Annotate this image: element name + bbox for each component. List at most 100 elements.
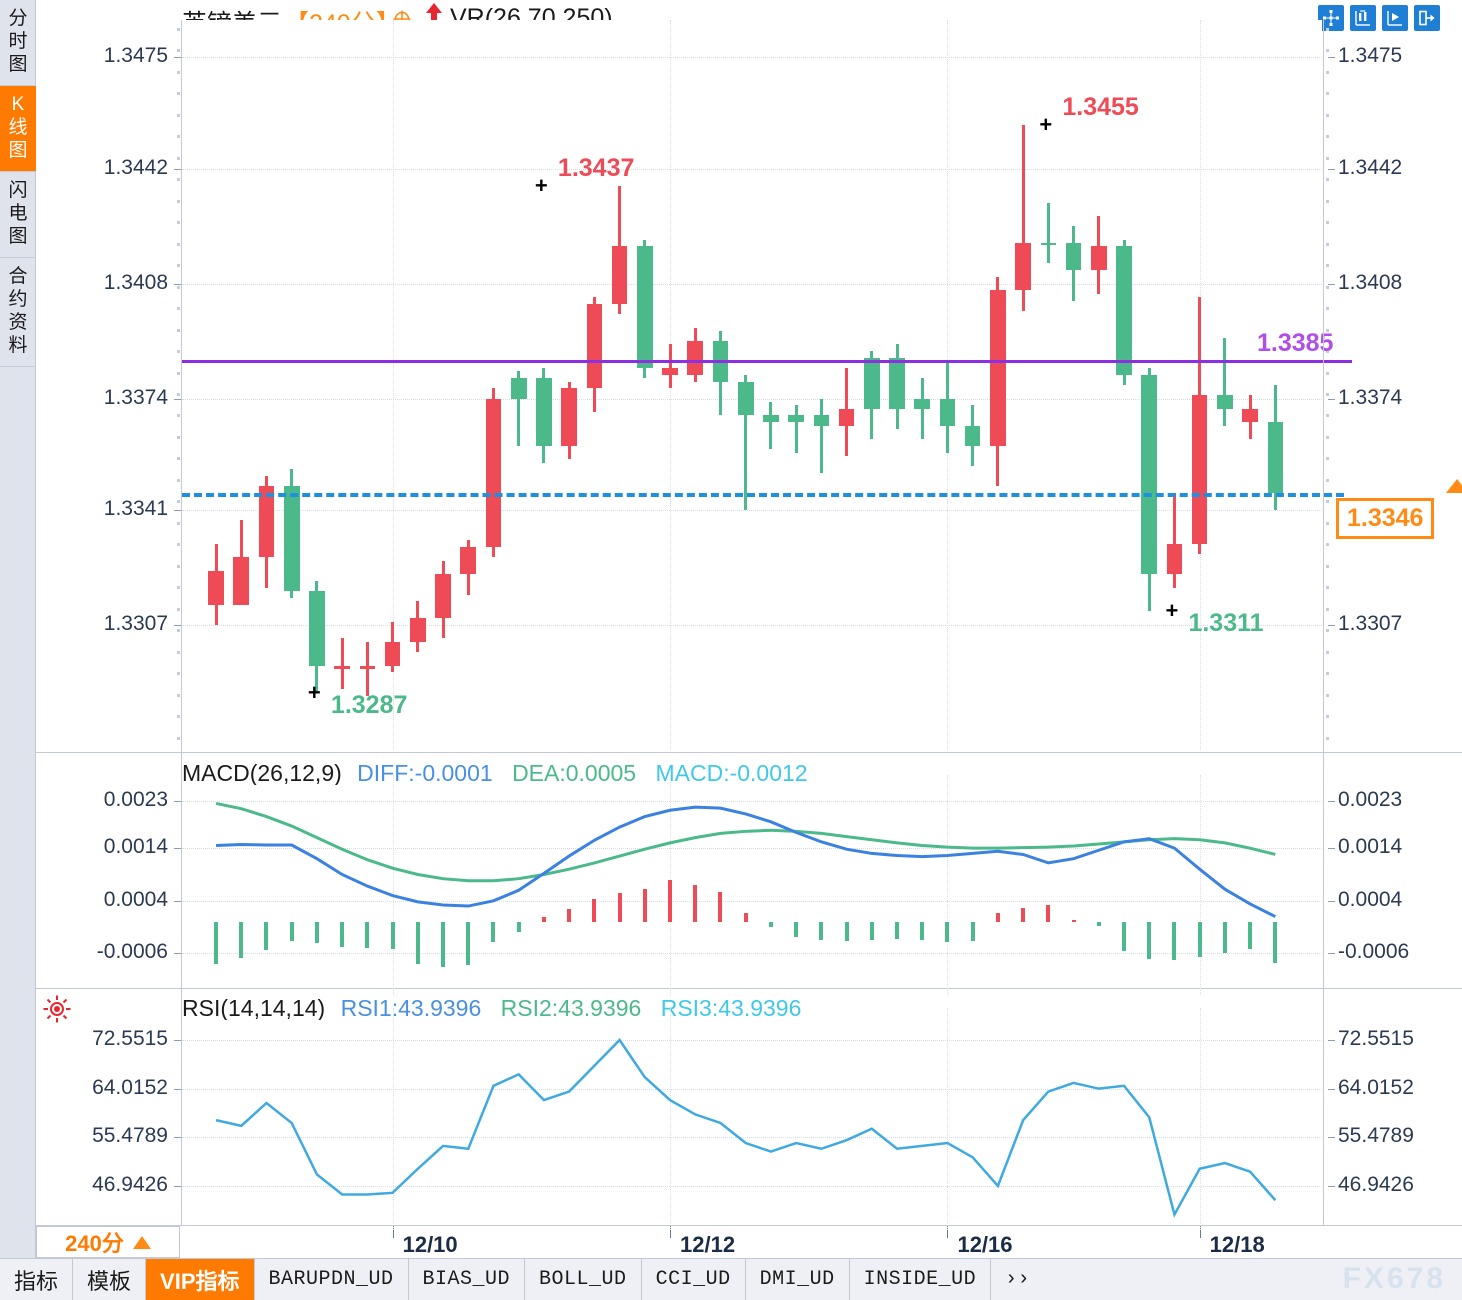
candle-body[interactable]: [384, 641, 401, 666]
bottom-tab-indicators[interactable]: 指标: [0, 1259, 74, 1300]
candle-body[interactable]: [964, 425, 981, 446]
candle-body[interactable]: [460, 547, 477, 575]
sidebar-item-contract-info[interactable]: 合约资料: [0, 258, 36, 367]
exit-fullscreen-icon[interactable]: [1414, 5, 1440, 31]
macd-axis-label-left: 0.0004: [103, 887, 168, 911]
plot-left-border: [181, 20, 182, 1225]
candle-body[interactable]: [1267, 422, 1284, 494]
level-line[interactable]: [182, 360, 1352, 364]
rsi-axis-label-left: 46.9426: [92, 1173, 168, 1197]
macd-vgridline: [1199, 775, 1201, 995]
candle-body[interactable]: [1040, 243, 1057, 246]
axis-minor-tick: [1326, 28, 1329, 31]
price-axis-tick: [174, 398, 181, 400]
macd-vgridline: [392, 775, 394, 995]
candle-body[interactable]: [359, 665, 376, 669]
rsi-vgridline: [670, 1008, 672, 1230]
sidebar-item-timeline[interactable]: 分时图: [0, 0, 36, 86]
candle-body[interactable]: [687, 341, 704, 375]
axis-minor-tick: [177, 478, 180, 482]
candle-body[interactable]: [283, 486, 300, 592]
candle-body[interactable]: [410, 618, 426, 642]
bottom-toolbar[interactable]: 指标 模板 VIP指标 BARUPDN_UD BIAS_UD BOLL_UD CCI_UD D…: [0, 1258, 1462, 1300]
candle-body[interactable]: [1217, 395, 1233, 409]
bottom-tab-more[interactable]: ››: [1005, 1268, 1031, 1291]
chart-area[interactable]: 英镑美元 【240分】 VR(26,70,250): [36, 0, 1462, 1258]
rsi-axis-label-left: 55.4789: [92, 1124, 168, 1148]
rsi-vgridline: [1199, 1008, 1201, 1230]
macd-histogram-bar: [415, 921, 420, 964]
candle-body[interactable]: [334, 665, 350, 669]
bottom-tab-barupdn[interactable]: BARUPDN_UD: [255, 1259, 409, 1300]
axis-minor-tick: [177, 521, 180, 525]
high-price-label: 1.3455: [1062, 92, 1139, 121]
rsi1-value: RSI1:43.9396: [340, 995, 482, 1021]
candle-body[interactable]: [763, 415, 779, 423]
price-gridline: [182, 168, 1322, 170]
last-price-tag[interactable]: 1.3346: [1336, 498, 1435, 540]
candle-body[interactable]: [536, 378, 552, 446]
candle-body[interactable]: [990, 290, 1006, 446]
price-axis-tick: [174, 57, 181, 59]
bottom-tab-cci[interactable]: CCI_UD: [642, 1259, 746, 1300]
candle-body[interactable]: [561, 388, 577, 446]
candle-body[interactable]: [1141, 374, 1158, 575]
candle-body[interactable]: [233, 557, 250, 605]
candle-body[interactable]: [258, 486, 275, 558]
bottom-tab-inside[interactable]: INSIDE_UD: [850, 1259, 992, 1300]
move-crosshair-icon[interactable]: [1318, 5, 1344, 31]
axis-minor-tick: [177, 457, 180, 461]
bottom-tab-dmi[interactable]: DMI_UD: [746, 1259, 850, 1300]
macd-vgridline: [947, 775, 949, 995]
candle-body[interactable]: [485, 398, 502, 548]
chart-zoom-icon[interactable]: [1382, 5, 1408, 31]
axis-minor-tick: [177, 629, 180, 633]
sidebar-item-lightning[interactable]: 闪电图: [0, 172, 36, 258]
candle-body[interactable]: [1166, 543, 1183, 575]
bottom-tab-boll[interactable]: BOLL_UD: [525, 1259, 642, 1300]
high-cross-marker: +: [534, 172, 548, 198]
candle-body[interactable]: [1242, 408, 1258, 423]
bottom-tab-bias[interactable]: BIAS_UD: [409, 1259, 526, 1300]
candle-body[interactable]: [510, 378, 527, 399]
candle-body[interactable]: [1116, 246, 1132, 375]
red-up-arrow-icon[interactable]: [424, 2, 444, 33]
rsi-panel[interactable]: RSI(14,14,14) RSI1:43.9396 RSI2:43.9396 …: [36, 990, 1462, 1226]
axis-minor-tick: [1326, 393, 1329, 396]
candle-body[interactable]: [586, 303, 603, 389]
price-axis-label-right: 1.3307: [1338, 611, 1403, 635]
rsi-plot[interactable]: [182, 1020, 1322, 1226]
rsi-title-row: RSI(14,14,14) RSI1:43.9396 RSI2:43.9396 …: [182, 995, 801, 1022]
candle-body[interactable]: [1015, 243, 1031, 291]
candle-body[interactable]: [208, 570, 224, 605]
candle-body[interactable]: [737, 381, 754, 416]
candle-body[interactable]: [889, 357, 905, 409]
macd-panel[interactable]: MACD(26,12,9) DIFF:-0.0001 DEA:0.0005 MA…: [36, 755, 1462, 985]
candle-body[interactable]: [838, 408, 855, 426]
macd-histogram-bar: [1248, 921, 1253, 950]
candle-body[interactable]: [611, 246, 628, 304]
macd-histogram-bar: [264, 921, 269, 951]
candle-wick: [517, 371, 521, 446]
price-axis-label-right: 1.3442: [1338, 155, 1403, 179]
candle-body[interactable]: [435, 574, 451, 619]
candle-body[interactable]: [1090, 246, 1107, 271]
rsi-gridline: [182, 1137, 1322, 1139]
candle-body[interactable]: [939, 398, 956, 426]
candle-body[interactable]: [788, 415, 804, 423]
sun-settings-icon[interactable]: [42, 994, 72, 1029]
candle-body[interactable]: [636, 246, 653, 369]
axis-minor-tick: [1326, 350, 1329, 354]
candle-body[interactable]: [309, 591, 325, 666]
candle-body[interactable]: [863, 357, 880, 409]
candle-body[interactable]: [813, 415, 830, 426]
bottom-tab-vip[interactable]: VIP指标: [146, 1259, 255, 1300]
candle-body[interactable]: [662, 368, 678, 375]
candle-body[interactable]: [1191, 395, 1208, 544]
candle-body[interactable]: [914, 398, 931, 409]
candle-body[interactable]: [1065, 243, 1082, 271]
period-badge[interactable]: 240分: [36, 1226, 180, 1258]
chart-measure-icon[interactable]: [1350, 5, 1376, 31]
bottom-tab-templates[interactable]: 模板: [73, 1259, 147, 1300]
